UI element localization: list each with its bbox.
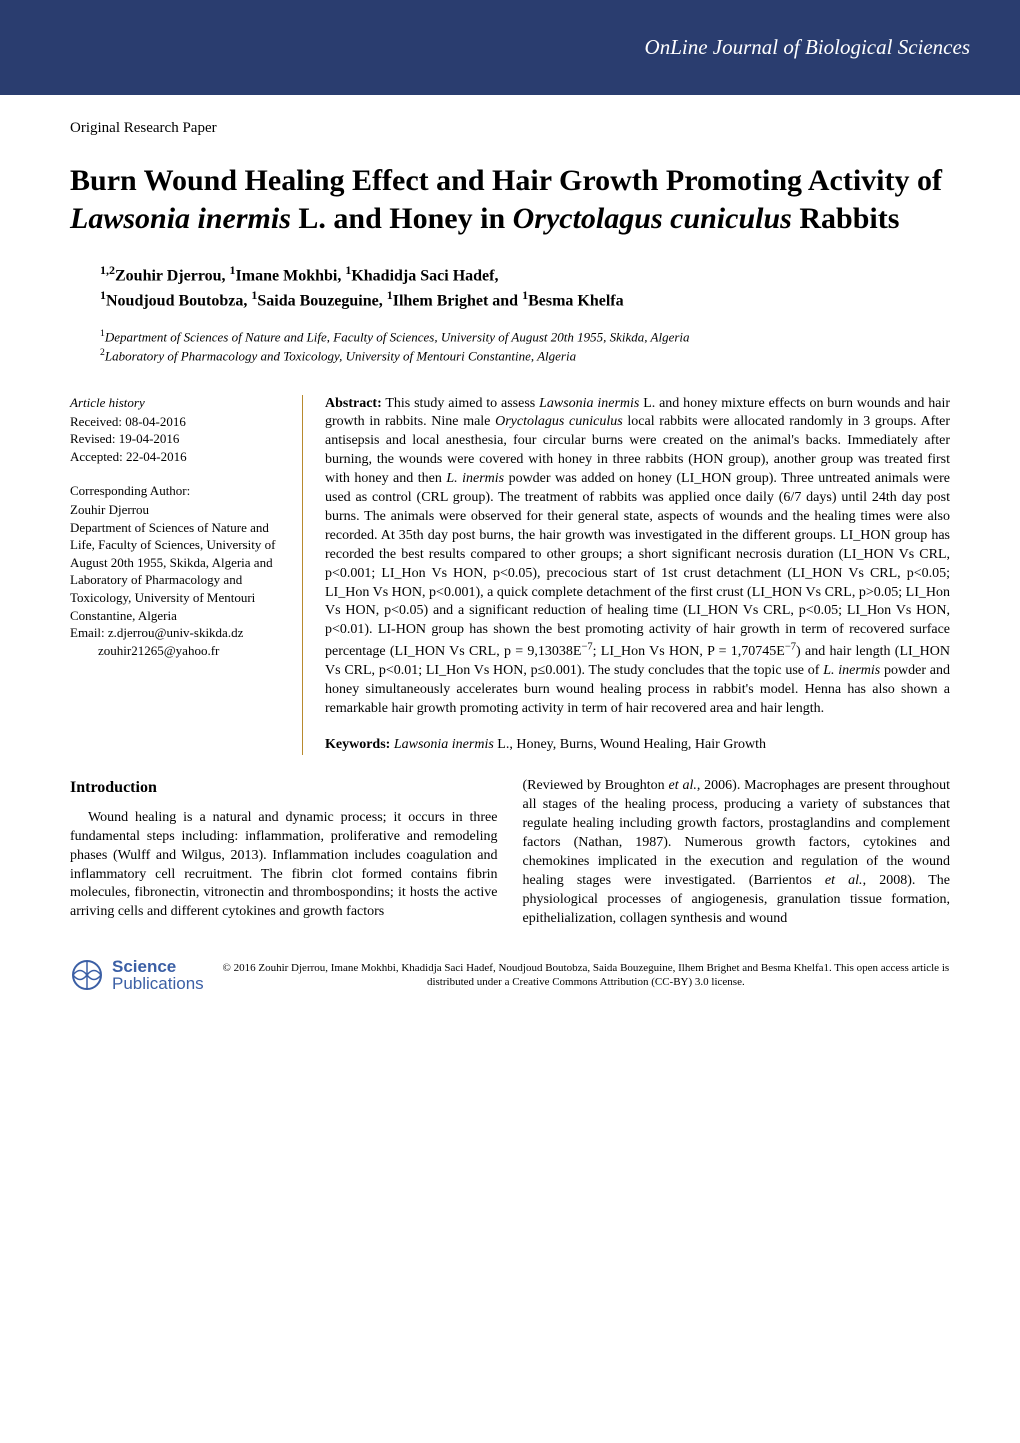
corresponding-heading: Corresponding Author: <box>70 483 280 499</box>
publisher-logo-line1: Science <box>112 958 204 975</box>
authors: 1,2Zouhir Djerrou, 1Imane Mokhbi, 1Khadi… <box>100 262 950 312</box>
publisher-logo: Science Publications <box>70 958 204 992</box>
abstract-text: This study aimed to assess Lawsonia iner… <box>325 396 950 716</box>
page-footer: Science Publications © 2016 Zouhir Djerr… <box>70 958 950 992</box>
sidebar-meta: Article history Received: 08-04-2016 Rev… <box>70 395 280 756</box>
body-columns: Introduction Wound healing is a natural … <box>70 777 950 928</box>
article-history-heading: Article history <box>70 395 280 411</box>
publisher-logo-text: Science Publications <box>112 958 204 992</box>
corresponding-email-2: zouhir21265@yahoo.fr <box>70 642 280 660</box>
meta-and-abstract-row: Article history Received: 08-04-2016 Rev… <box>70 395 950 756</box>
introduction-heading: Introduction <box>70 777 498 799</box>
corresponding-name: Zouhir Djerrou <box>70 501 280 519</box>
keywords-label: Keywords: <box>325 737 390 752</box>
body-para-right: (Reviewed by Broughton et al., 2006). Ma… <box>523 777 951 928</box>
journal-header-band: OnLine Journal of Biological Sciences <box>0 0 1020 95</box>
history-accepted: Accepted: 22-04-2016 <box>70 448 280 466</box>
copyright-text: © 2016 Zouhir Djerrou, Imane Mokhbi, Kha… <box>222 961 950 990</box>
keywords: Keywords: Lawsonia inermis L., Honey, Bu… <box>325 736 950 755</box>
history-received: Received: 08-04-2016 <box>70 413 280 431</box>
page-content: Original Research Paper Burn Wound Heali… <box>0 95 1020 1032</box>
abstract-label: Abstract: <box>325 396 382 411</box>
affiliations: 1Department of Sciences of Nature and Li… <box>100 327 950 365</box>
corresponding-address: Department of Sciences of Nature and Lif… <box>70 519 280 624</box>
paper-title: Burn Wound Healing Effect and Hair Growt… <box>70 162 950 237</box>
globe-icon <box>70 958 104 992</box>
paper-type: Original Research Paper <box>70 120 950 137</box>
history-revised: Revised: 19-04-2016 <box>70 430 280 448</box>
publisher-logo-line2: Publications <box>112 975 204 992</box>
abstract: Abstract: This study aimed to assess Law… <box>325 395 950 719</box>
corresponding-email-1: Email: z.djerrou@univ-skikda.dz <box>70 624 280 642</box>
journal-name: OnLine Journal of Biological Sciences <box>645 35 970 60</box>
keywords-text: Lawsonia inermis L., Honey, Burns, Wound… <box>390 737 766 752</box>
body-col-right: (Reviewed by Broughton et al., 2006). Ma… <box>523 777 951 928</box>
body-col-left: Introduction Wound healing is a natural … <box>70 777 498 928</box>
abstract-column: Abstract: This study aimed to assess Law… <box>302 395 950 756</box>
body-para-left: Wound healing is a natural and dynamic p… <box>70 809 498 922</box>
